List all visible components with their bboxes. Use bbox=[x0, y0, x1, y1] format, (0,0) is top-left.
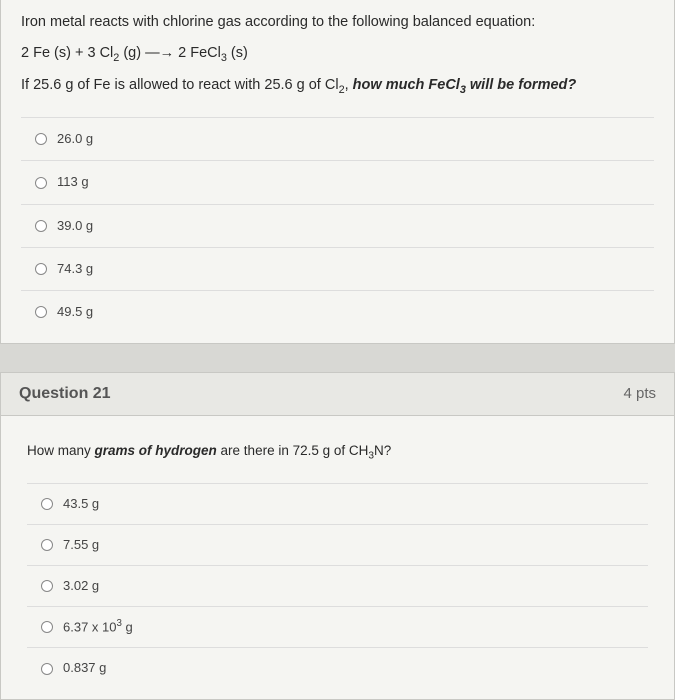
question-body-2: How many grams of hydrogen are there in … bbox=[1, 416, 674, 699]
prompt-bold: will be formed? bbox=[466, 77, 576, 93]
option-label: 0.837 g bbox=[63, 657, 106, 679]
prompt-text: If 25.6 g of Fe is allowed to react with… bbox=[21, 77, 339, 93]
option-row[interactable]: 6.37 x 103 g bbox=[27, 607, 648, 648]
option-label: 3.02 g bbox=[63, 575, 99, 597]
option-label: 6.37 x 103 g bbox=[63, 616, 133, 638]
option-label: 43.5 g bbox=[63, 493, 99, 515]
question-body-1: Iron metal reacts with chlorine gas acco… bbox=[1, 0, 674, 343]
option-row[interactable]: 43.5 g bbox=[27, 484, 648, 525]
question-number: Question 21 bbox=[19, 385, 111, 403]
option-label: 7.55 g bbox=[63, 534, 99, 556]
prompt-line: How many grams of hydrogen are there in … bbox=[27, 440, 648, 465]
prompt-line: Iron metal reacts with chlorine gas acco… bbox=[21, 10, 654, 35]
radio-icon[interactable] bbox=[41, 498, 53, 510]
prompt-text: are there in 72.5 g of CH bbox=[217, 443, 369, 458]
option-row[interactable]: 0.837 g bbox=[27, 648, 648, 688]
radio-icon[interactable] bbox=[41, 663, 53, 675]
radio-icon[interactable] bbox=[35, 263, 47, 275]
prompt-text: , bbox=[345, 77, 353, 93]
option-row[interactable]: 74.3 g bbox=[21, 248, 654, 291]
radio-icon[interactable] bbox=[41, 539, 53, 551]
radio-icon[interactable] bbox=[41, 621, 53, 633]
options-list-2: 43.5 g 7.55 g 3.02 g 6.37 x 103 g 0.837 … bbox=[27, 483, 648, 689]
option-label: 113 g bbox=[57, 171, 89, 193]
radio-icon[interactable] bbox=[35, 177, 47, 189]
radio-icon[interactable] bbox=[35, 133, 47, 145]
options-list-1: 26.0 g 113 g 39.0 g 74.3 g 49.5 g bbox=[21, 117, 654, 332]
option-row[interactable]: 3.02 g bbox=[27, 566, 648, 607]
option-row[interactable]: 49.5 g bbox=[21, 291, 654, 333]
option-row[interactable]: 26.0 g bbox=[21, 118, 654, 161]
prompt-line-2: If 25.6 g of Fe is allowed to react with… bbox=[21, 73, 654, 99]
option-row[interactable]: 113 g bbox=[21, 161, 654, 204]
question-card-1: Iron metal reacts with chlorine gas acco… bbox=[0, 0, 675, 344]
prompt-bold: grams of hydrogen bbox=[95, 443, 217, 458]
option-label: 74.3 g bbox=[57, 258, 93, 280]
option-row[interactable]: 7.55 g bbox=[27, 525, 648, 566]
prompt-text: N? bbox=[374, 443, 391, 458]
question-header: Question 21 4 pts bbox=[1, 373, 674, 416]
option-label: 26.0 g bbox=[57, 128, 93, 150]
radio-icon[interactable] bbox=[35, 306, 47, 318]
prompt-bold: how much FeCl bbox=[353, 77, 460, 93]
question-card-2: Question 21 4 pts How many grams of hydr… bbox=[0, 372, 675, 700]
prompt-text: How many bbox=[27, 443, 95, 458]
equation: 2 Fe (s) + 3 Cl2 (g) —→ 2 FeCl3 (s) bbox=[21, 41, 654, 67]
radio-icon[interactable] bbox=[41, 580, 53, 592]
option-row[interactable]: 39.0 g bbox=[21, 205, 654, 248]
points-label: 4 pts bbox=[623, 385, 656, 402]
option-label: 49.5 g bbox=[57, 301, 93, 323]
radio-icon[interactable] bbox=[35, 220, 47, 232]
option-label: 39.0 g bbox=[57, 215, 93, 237]
